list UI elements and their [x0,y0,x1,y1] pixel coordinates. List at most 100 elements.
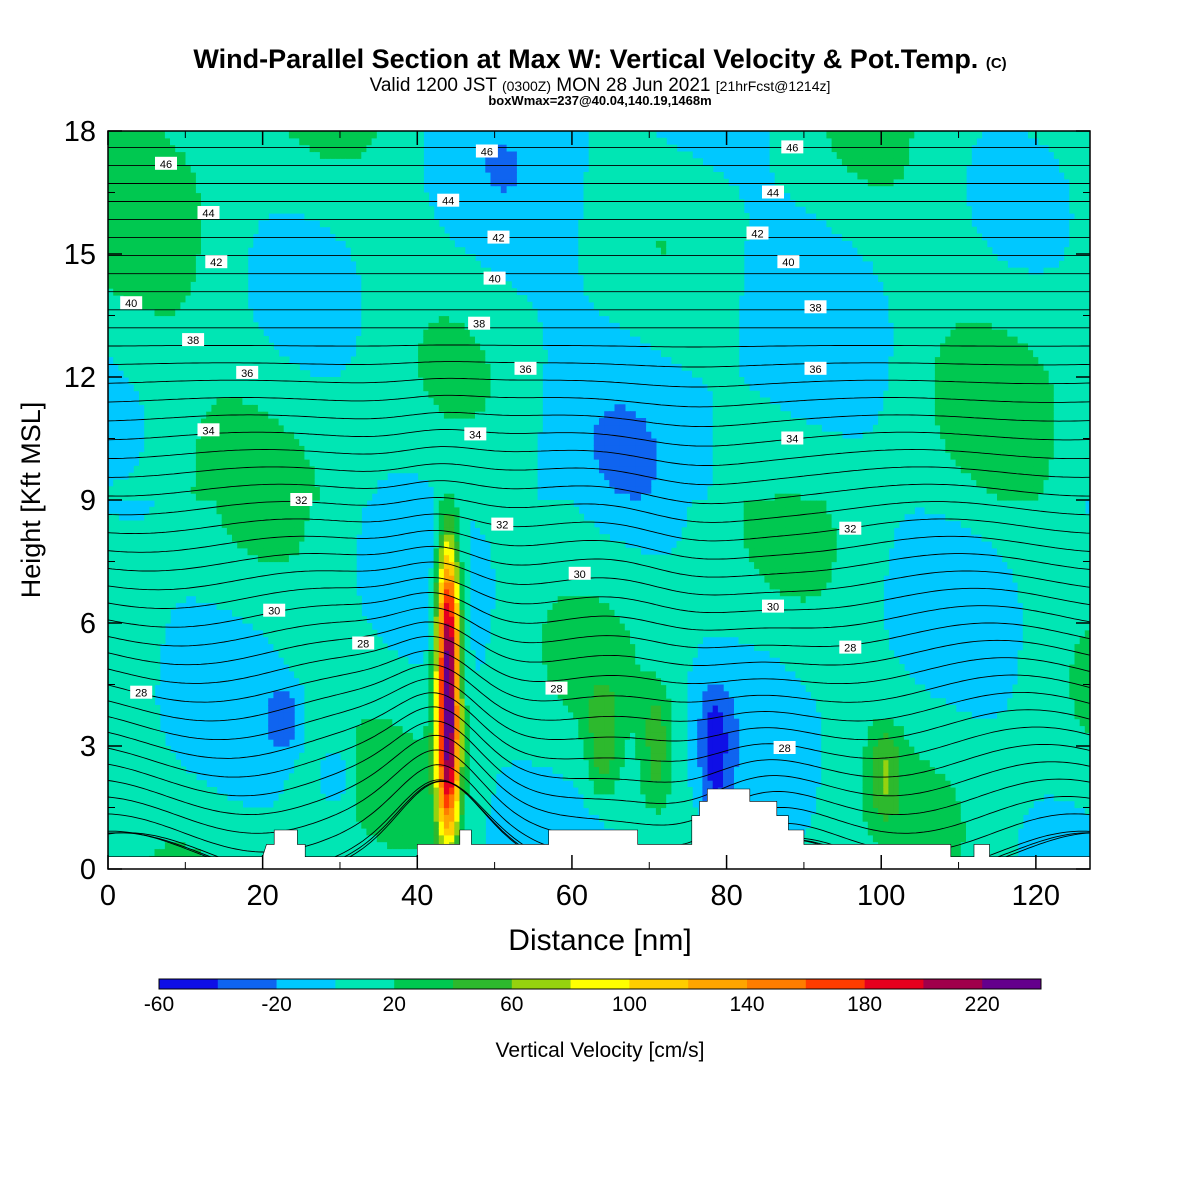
velocity-cell [288,650,295,658]
velocity-cell [335,684,342,692]
velocity-cell [195,247,202,255]
velocity-cell [185,541,192,549]
velocity-cell [237,336,243,344]
velocity-cell [159,841,166,850]
velocity-cell [185,418,192,426]
velocity-cell [226,336,233,344]
velocity-cell [330,616,336,624]
velocity-cell [237,588,243,597]
velocity-cell [139,711,145,720]
velocity-cell [309,411,316,419]
velocity-cell [340,739,347,747]
velocity-cell [309,377,316,385]
velocity-cell [304,602,311,610]
velocity-cell [387,349,393,358]
velocity-cell [149,513,156,522]
velocity-cell [325,438,331,446]
velocity-cell [283,411,290,419]
velocity-cell [221,479,228,487]
velocity-cell [273,732,280,740]
velocity-cell [149,698,156,706]
velocity-cell [180,247,187,255]
velocity-cell [144,554,150,563]
velocity-cell [149,746,156,754]
velocity-cell [288,178,295,187]
velocity-cell [304,151,311,159]
velocity-cell [335,609,342,617]
velocity-cell [392,226,399,235]
velocity-cell [252,623,259,631]
velocity-cell [376,254,383,262]
velocity-cell [361,199,368,207]
velocity-cell [314,752,321,761]
velocity-cell [226,383,233,392]
velocity-cell [340,629,347,638]
velocity-cell [330,158,336,166]
velocity-cell [356,800,362,809]
velocity-cell [113,165,119,173]
velocity-cell [118,807,125,815]
velocity-cell [356,219,362,228]
velocity-cell [387,459,393,467]
velocity-cell [144,144,150,153]
velocity-cell [325,411,331,419]
velocity-cell [144,247,150,255]
velocity-cell [319,814,326,822]
velocity-cell [387,759,393,768]
velocity-cell [139,828,145,836]
velocity-cell [232,178,238,187]
velocity-cell [309,575,316,583]
velocity-cell [371,752,378,761]
velocity-cell [164,213,171,221]
velocity-cell [159,349,166,358]
velocity-cell [128,199,135,207]
velocity-cell [108,534,114,542]
velocity-cell [407,390,414,399]
velocity-cell [314,151,321,159]
velocity-cell [170,247,176,255]
velocity-cell [170,363,176,371]
velocity-cell [319,459,326,467]
velocity-cell [257,452,264,460]
velocity-cell [356,609,362,617]
velocity-cell [278,411,285,419]
velocity-cell [319,404,326,412]
velocity-cell [356,479,362,487]
velocity-cell [175,199,181,207]
velocity-cell [402,828,409,836]
velocity-cell [345,705,352,713]
velocity-cell [257,582,264,590]
velocity-cell [252,158,259,166]
velocity-cell [149,752,156,761]
velocity-cell [387,301,393,310]
velocity-cell [314,841,321,850]
velocity-cell [113,793,119,802]
velocity-cell [185,472,192,481]
velocity-cell [128,356,135,364]
velocity-cell [278,582,285,590]
velocity-cell [283,158,290,166]
velocity-cell [149,206,156,214]
velocity-cell [278,144,285,153]
velocity-cell [340,158,347,166]
velocity-cell [376,828,383,836]
velocity-cell [366,281,373,289]
velocity-cell [309,821,316,829]
velocity-cell [247,848,254,856]
velocity-cell [376,664,383,672]
velocity-cell [159,445,166,453]
velocity-cell [226,575,233,583]
velocity-cell [361,479,368,487]
velocity-cell [195,493,202,501]
velocity-cell [376,793,383,802]
velocity-cell [397,281,404,289]
velocity-cell [387,677,393,686]
velocity-cell [144,623,150,631]
velocity-cell [299,814,305,822]
velocity-cell [221,199,228,207]
velocity-cell [180,418,187,426]
velocity-cell [387,274,393,282]
velocity-cell [185,363,192,371]
velocity-cell [387,267,393,276]
velocity-cell [319,582,326,590]
